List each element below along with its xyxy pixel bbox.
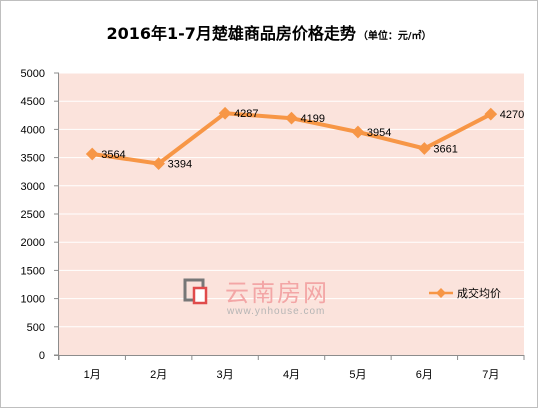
data-point bbox=[285, 111, 298, 125]
y-tick-label: 500 bbox=[27, 322, 45, 334]
y-tick-label: 1500 bbox=[21, 265, 45, 277]
watermark-brand: 云南房网 bbox=[225, 279, 329, 307]
y-tick-label: 3500 bbox=[21, 153, 45, 165]
y-tick-label: 4000 bbox=[21, 124, 45, 136]
y-tick-label: 5000 bbox=[21, 68, 45, 80]
x-tick-label: 7月 bbox=[482, 369, 499, 381]
data-point bbox=[417, 142, 431, 155]
data-label: 3564 bbox=[101, 149, 125, 161]
legend-label: 成交均价 bbox=[457, 286, 501, 300]
x-tick-label: 6月 bbox=[416, 369, 433, 381]
y-tick-label: 3000 bbox=[21, 181, 45, 193]
y-tick-label: 1000 bbox=[21, 294, 45, 306]
y-tick-label: 0 bbox=[39, 350, 45, 362]
x-tick-label: 2月 bbox=[150, 369, 167, 381]
x-axis-ticks: 1月 2月 3月 4月 5月 6月 7月 bbox=[84, 369, 500, 381]
data-label: 3394 bbox=[168, 159, 192, 171]
watermark-logo-accent-icon bbox=[192, 286, 208, 305]
x-tick-label: 4月 bbox=[283, 369, 300, 381]
chart-title: 2016年1-7月楚雄商品房价格走势 （单位：元/㎡） bbox=[106, 24, 431, 43]
series-line bbox=[85, 106, 498, 170]
y-tick-label: 2000 bbox=[21, 237, 45, 249]
y-tick-label: 2500 bbox=[21, 209, 45, 221]
data-point bbox=[484, 107, 498, 121]
legend: 成交均价 bbox=[429, 286, 501, 300]
y-tick-label: 4500 bbox=[21, 96, 45, 108]
data-label: 3954 bbox=[367, 127, 391, 139]
legend-marker-icon bbox=[436, 288, 446, 298]
data-label: 4199 bbox=[301, 113, 325, 125]
data-point bbox=[218, 106, 232, 120]
watermark-url: www.ynhouse.com bbox=[226, 306, 325, 317]
data-point bbox=[85, 147, 99, 161]
y-axis-ticks: 0 500 1000 1500 2000 2500 3000 3500 4000 4500 5000 bbox=[21, 68, 45, 362]
x-tick-label: 3月 bbox=[217, 369, 234, 381]
data-point bbox=[152, 157, 166, 170]
x-tick-label: 1月 bbox=[84, 369, 101, 381]
data-point bbox=[351, 125, 365, 139]
data-label: 3661 bbox=[433, 144, 457, 156]
chart-title-main: 2016年1-7月楚雄商品房价格走势 bbox=[106, 24, 355, 43]
x-tick-label: 5月 bbox=[349, 369, 366, 381]
data-labels: 3564 3394 4287 4199 3954 3661 4270 bbox=[101, 108, 524, 170]
chart-title-unit: （单位：元/㎡） bbox=[358, 29, 432, 42]
data-label: 4287 bbox=[234, 108, 258, 120]
gridlines bbox=[59, 72, 524, 328]
axes bbox=[54, 72, 525, 360]
watermark: 云南房网 www.ynhouse.com bbox=[183, 278, 329, 317]
data-label: 4270 bbox=[500, 109, 524, 121]
